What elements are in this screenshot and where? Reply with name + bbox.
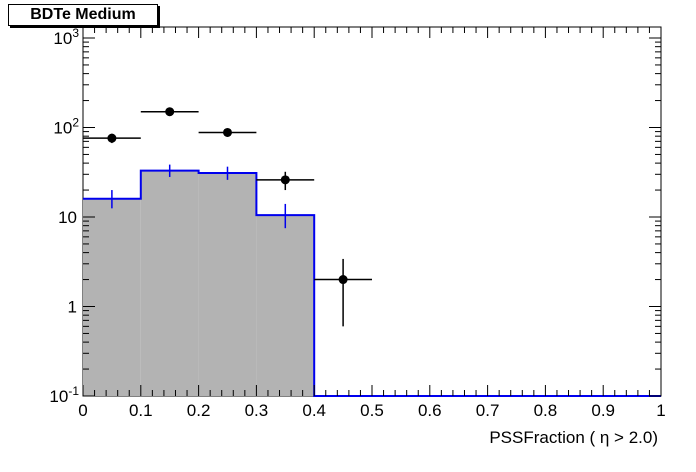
x-tick-label: 0 [78, 401, 87, 420]
x-tick-label: 0.5 [360, 401, 384, 420]
x-axis-label: PSSFraction ( η > 2.0) [489, 428, 658, 447]
y-tick-label: 10-1 [49, 384, 79, 406]
x-tick-label: 0.2 [187, 401, 211, 420]
y-tick-label: 10 [58, 208, 77, 227]
histogram-bar [256, 215, 315, 396]
x-tick-label: 1 [656, 401, 665, 420]
y-tick-label: 103 [53, 26, 79, 48]
x-tick-label: 0.7 [476, 401, 500, 420]
x-tick-label: 0.9 [591, 401, 615, 420]
x-tick-label: 0.3 [245, 401, 269, 420]
data-point [280, 175, 290, 185]
x-tick-label: 0.6 [418, 401, 442, 420]
histogram-bar [83, 198, 141, 396]
histogram-bar [198, 173, 257, 396]
data-point [165, 107, 175, 117]
y-tick-label: 102 [53, 116, 79, 138]
histogram-outline [83, 169, 661, 397]
y-tick-label: 1 [68, 298, 77, 317]
x-tick-label: 0.1 [129, 401, 153, 420]
data-point [223, 127, 232, 137]
x-tick-label: 0.8 [534, 401, 558, 420]
histogram-layer [83, 164, 661, 397]
x-tick-label: 0.4 [302, 401, 326, 420]
data-point [338, 275, 348, 285]
histogram-bar [140, 170, 199, 396]
chart-title: BDTe Medium [8, 4, 158, 26]
data-points-layer [83, 107, 372, 327]
data-point [107, 133, 117, 143]
axes-layer: 0 0.1 0.2 0.3 0.4 0.5 0.6 0.7 0.8 0.9 1 10-1 1 10 102 1… [49, 26, 665, 420]
